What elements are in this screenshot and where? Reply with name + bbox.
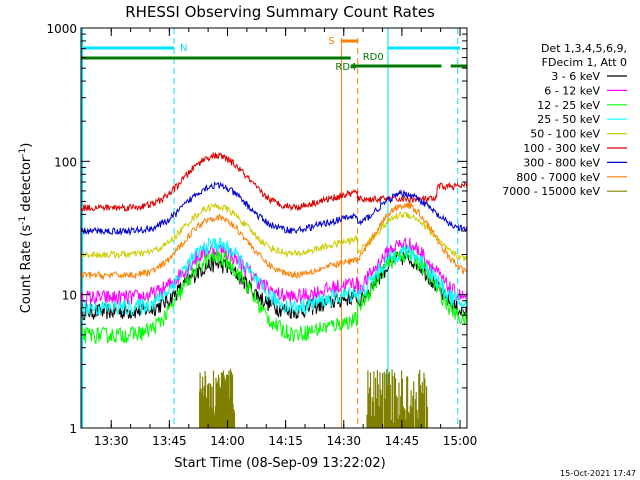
legend-label: 25 - 50 keV: [537, 113, 600, 126]
legend-label: 6 - 12 keV: [544, 84, 600, 97]
x-tick-label: 15:00: [443, 434, 478, 448]
series-line: [81, 202, 467, 262]
x-tick-label: 13:45: [152, 434, 187, 448]
x-tick-label: 14:15: [268, 434, 303, 448]
x-tick-label: 14:00: [210, 434, 245, 448]
legend: Det 1,3,4,5,6,9,FDecim 1, Att 03 - 6 keV…: [502, 42, 627, 198]
legend-header: Det 1,3,4,5,6,9,: [541, 42, 627, 55]
plot-area: N S RD0 RD4: [81, 28, 467, 428]
legend-label: 3 - 6 keV: [551, 70, 600, 83]
x-tick-label: 13:30: [94, 434, 129, 448]
legend-label: 7000 - 15000 keV: [502, 185, 600, 198]
series-line: [81, 151, 467, 213]
y-axis-label: Count Rate (s-1 detector-1): [18, 143, 34, 314]
series-line: [81, 180, 467, 237]
series-line: [81, 250, 467, 321]
burst-series: [199, 368, 236, 428]
legend-label: 50 - 100 keV: [530, 128, 600, 141]
timestamp: 15-Oct-2021 17:47: [560, 469, 636, 478]
legend-label: 300 - 800 keV: [523, 156, 600, 169]
legend-header: FDecim 1, Att 0: [542, 56, 627, 69]
saa-label: S: [328, 36, 334, 47]
legend-label: 12 - 25 keV: [537, 99, 600, 112]
legend-label: 800 - 7000 keV: [516, 171, 600, 184]
plot-content: [81, 28, 467, 428]
y-tick-label: 100: [54, 155, 77, 169]
y-tick-label: 10: [62, 289, 77, 303]
rd0-label: RD0: [363, 52, 384, 63]
night-label: N: [180, 43, 187, 54]
chart-title: RHESSI Observing Summary Count Rates: [125, 3, 435, 21]
plot-frame: [80, 27, 468, 429]
x-axis: 13:30 13:45 14:00 14:15 14:30 14:45 15:00: [94, 28, 477, 448]
series-line: [81, 247, 467, 344]
y-tick-label: 1: [69, 422, 77, 436]
x-axis-label: Start Time (08-Sep-09 13:22:02): [174, 456, 385, 471]
y-tick-label: 1000: [46, 22, 77, 36]
y-axis: 1 10 100 1000: [46, 22, 467, 436]
rd4-label: RD4: [335, 62, 356, 73]
burst-series: [366, 369, 429, 428]
series-line: [81, 237, 467, 317]
x-tick-label: 14:30: [326, 434, 361, 448]
legend-label: 100 - 300 keV: [523, 142, 600, 155]
x-tick-label: 14:45: [385, 434, 420, 448]
series-line: [81, 202, 467, 281]
